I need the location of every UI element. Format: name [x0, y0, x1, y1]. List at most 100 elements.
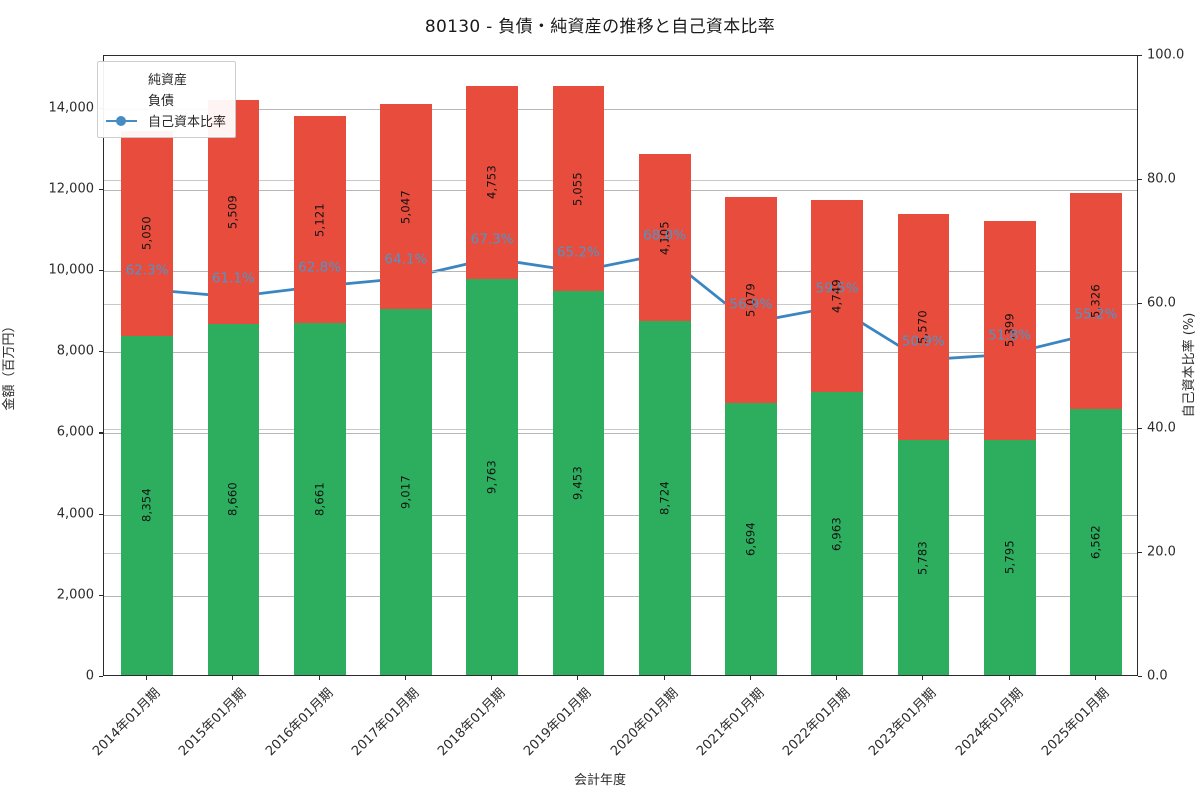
bar-segment-net-assets[interactable]: 8,661 — [293, 323, 346, 675]
y-tick-mark-left — [99, 594, 103, 596]
bar-value-label-net-assets: 6,694 — [743, 522, 758, 557]
bar-segment-net-assets[interactable]: 6,694 — [725, 403, 777, 675]
bar-value-label-net-assets: 8,724 — [656, 480, 671, 515]
x-tick-mark — [836, 676, 838, 680]
y-tick-mark-right — [1138, 303, 1142, 305]
y-tick-label-right: 0.0 — [1147, 668, 1168, 684]
bar-stack[interactable]: 9,453 5,055 — [552, 86, 605, 675]
bar-segment-net-assets[interactable]: 5,783 — [897, 440, 950, 675]
bar-stack[interactable]: 6,963 4,749 — [811, 199, 863, 675]
bar-stack[interactable]: 5,795 5,399 — [983, 220, 1036, 675]
bar-value-label-liabilities: 5,121 — [311, 202, 326, 237]
bar-stack[interactable]: 9,763 4,753 — [466, 85, 518, 675]
x-tick-label: 2024年01月期 — [952, 685, 1027, 760]
x-tick-mark — [577, 676, 579, 680]
bar-segment-net-assets[interactable]: 6,562 — [1070, 408, 1122, 675]
equity-ratio-value-label: 50.9% — [901, 333, 945, 350]
bar-stack[interactable]: 5,783 5,570 — [897, 214, 950, 675]
bar-segment-liabilities[interactable]: 5,326 — [1070, 192, 1122, 409]
x-tick-label: 2017年01月期 — [349, 685, 423, 760]
bar-stack[interactable]: 8,724 4,105 — [638, 154, 691, 675]
y-tick-mark-right — [1138, 551, 1142, 553]
x-tick-label: 2020年01月期 — [607, 685, 682, 760]
gridline-y-secondary — [104, 428, 1137, 430]
y-tick-mark-right — [1138, 179, 1142, 181]
bar-value-label-liabilities: 5,047 — [398, 189, 413, 224]
y-tick-label-left: 0 — [85, 668, 94, 684]
legend-swatch-red — [106, 94, 137, 105]
x-tick-mark — [922, 676, 924, 680]
bar-segment-liabilities[interactable]: 4,753 — [466, 85, 518, 279]
bar-stack[interactable]: 8,661 5,121 — [293, 115, 346, 675]
equity-ratio-value-label: 62.8% — [298, 259, 342, 276]
bar-segment-net-assets[interactable]: 9,763 — [466, 278, 518, 675]
y-tick-label-right: 60.0 — [1147, 295, 1176, 311]
bar-value-label-net-assets: 9,017 — [398, 475, 413, 509]
bar-value-label-net-assets: 6,562 — [1088, 524, 1103, 559]
x-tick-mark — [1008, 676, 1010, 680]
equity-ratio-value-label: 55.2% — [1074, 306, 1118, 323]
y-tick-mark-left — [99, 188, 103, 191]
x-tick-label: 2016年01月期 — [262, 685, 337, 760]
bar-segment-net-assets[interactable]: 9,453 — [552, 291, 605, 675]
bar-stack[interactable]: 8,660 5,509 — [207, 99, 260, 675]
equity-ratio-value-label: 64.1% — [384, 251, 428, 268]
y-tick-mark-left — [99, 676, 103, 678]
bar-segment-net-assets[interactable]: 8,724 — [638, 320, 691, 675]
y-tick-label-right: 40.0 — [1147, 420, 1176, 436]
x-tick-label: 2023年01月期 — [866, 685, 940, 760]
bar-stack[interactable]: 6,562 5,326 — [1070, 192, 1122, 675]
legend-item-net-assets[interactable]: 純資産 — [106, 68, 226, 89]
legend-item-liabilities[interactable]: 負債 — [106, 89, 226, 110]
legend-swatch-green — [106, 73, 137, 84]
bar-stack[interactable]: 9,017 5,047 — [380, 104, 432, 675]
x-tick-mark — [749, 676, 751, 680]
equity-ratio-polyline — [145, 252, 1096, 362]
bar-segment-net-assets[interactable]: 8,354 — [121, 335, 173, 675]
bar-segment-liabilities[interactable]: 5,047 — [380, 104, 432, 310]
legend-label-liabilities: 負債 — [148, 94, 175, 109]
bar-segment-liabilities[interactable]: 4,749 — [811, 199, 863, 393]
bar-segment-net-assets[interactable]: 8,660 — [207, 323, 260, 675]
bar-segment-net-assets[interactable]: 9,017 — [380, 309, 432, 675]
chart-title: 80130 - 負債・純資産の推移と自己資本比率 — [424, 17, 776, 37]
gridline-y — [104, 189, 1137, 191]
bar-segment-liabilities[interactable]: 4,105 — [638, 154, 691, 321]
bar-segment-liabilities[interactable]: 5,055 — [552, 86, 605, 292]
bar-stack[interactable]: 6,694 5,079 — [725, 197, 777, 675]
equity-ratio-value-label: 67.3% — [470, 231, 514, 248]
y-axis-label-right: 自己資本比率 (%) — [1182, 312, 1197, 418]
y-tick-mark-left — [99, 351, 103, 353]
gridline-y — [104, 108, 1137, 110]
y-tick-mark-right — [1138, 55, 1142, 57]
bar-value-label-net-assets: 9,453 — [570, 466, 585, 501]
bar-segment-liabilities[interactable]: 5,570 — [897, 214, 950, 441]
bar-segment-liabilities[interactable]: 5,079 — [725, 197, 777, 404]
equity-ratio-value-label: 56.9% — [729, 296, 773, 313]
y-tick-mark-left — [99, 432, 103, 434]
gridline-y-secondary — [104, 552, 1137, 554]
chart-legend[interactable]: 純資産 負債 自己資本比率 — [97, 61, 237, 138]
bar-segment-liabilities[interactable]: 5,121 — [293, 115, 346, 324]
x-tick-mark — [232, 676, 234, 680]
bar-segment-net-assets[interactable]: 5,795 — [983, 439, 1036, 675]
equity-ratio-value-label: 61.1% — [211, 270, 255, 287]
bar-value-label-net-assets: 5,783 — [915, 540, 930, 575]
bar-value-label-net-assets: 9,763 — [484, 459, 499, 494]
gridline-y — [104, 352, 1137, 354]
bar-value-label-liabilities: 5,050 — [139, 216, 154, 251]
equity-ratio-value-label: 59.5% — [815, 280, 859, 296]
bar-segment-liabilities[interactable]: 5,050 — [121, 130, 173, 336]
bar-segment-net-assets[interactable]: 6,963 — [811, 392, 863, 675]
y-tick-mark-left — [99, 513, 103, 515]
legend-label-net-assets: 純資産 — [148, 73, 188, 88]
bar-value-label-net-assets: 5,795 — [1001, 540, 1016, 575]
x-tick-label: 2014年01月期 — [90, 685, 164, 760]
bar-stack[interactable]: 8,354 5,050 — [121, 130, 173, 675]
legend-item-equity-ratio[interactable]: 自己資本比率 — [106, 110, 226, 131]
legend-line-marker-icon — [106, 114, 137, 128]
bar-segment-liabilities[interactable]: 5,399 — [983, 220, 1036, 440]
x-tick-mark — [663, 676, 665, 680]
bar-value-label-net-assets: 6,963 — [829, 516, 844, 551]
